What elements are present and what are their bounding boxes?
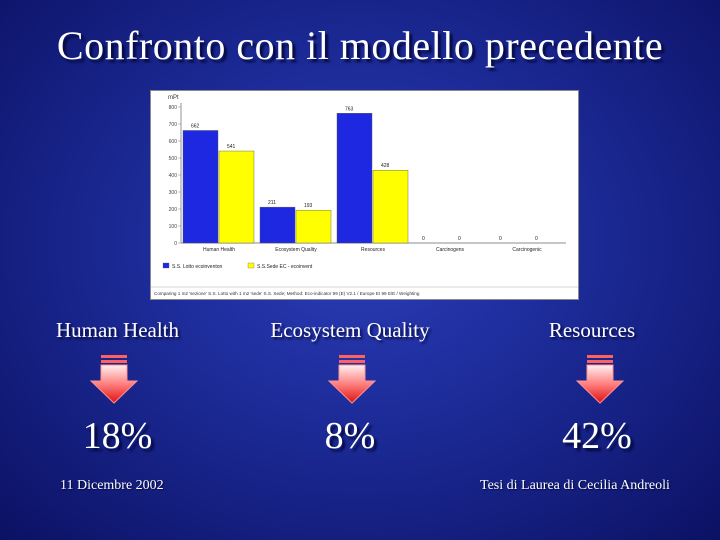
x-tick-label: Carcinogens <box>436 247 465 253</box>
legend-swatch <box>162 262 170 269</box>
bar-value-label: 0 <box>458 236 461 242</box>
bar <box>218 150 255 244</box>
bar-value-label: 0 <box>499 236 502 242</box>
legend-swatch <box>247 262 255 269</box>
x-tick-label: Ecosystem Quality <box>275 247 317 253</box>
bar <box>295 209 332 244</box>
bar <box>336 113 373 244</box>
bar <box>372 170 409 244</box>
bar-value-label: 763 <box>345 106 354 112</box>
bar-chart-frame: mPt 0 100 200 300 400 500 600 700 800 662 541 Human … <box>150 90 579 300</box>
y-tick-label: 600 <box>169 139 178 145</box>
y-tick-label: 200 <box>169 207 178 213</box>
bar-value-label: 193 <box>304 203 313 209</box>
comparison-percent-resources: 42% <box>562 415 632 457</box>
bar-value-label: 0 <box>422 236 425 242</box>
comparison-label-human-health: Human Health <box>55 318 180 342</box>
x-tick-label: Carcinogenic <box>512 247 542 253</box>
comparison-label-ecosystem-quality: Ecosystem Quality <box>270 318 430 342</box>
y-tick-label: 400 <box>169 173 178 179</box>
bar <box>182 130 219 244</box>
comparison-label-resources: Resources <box>548 318 636 342</box>
comparison-percent-human-health: 18% <box>82 415 153 457</box>
y-tick-label: 800 <box>169 105 178 111</box>
y-tick-label: 500 <box>169 156 178 162</box>
down-arrow-icon <box>576 355 624 404</box>
chart-caption: Comparing 1 m2 'sezione' S.S. Lotto with… <box>154 291 420 296</box>
footer-date: 11 Dicembre 2002 <box>60 478 164 493</box>
bar-value-label: 662 <box>191 123 200 129</box>
down-arrow-icon <box>328 355 376 404</box>
y-axis-label: mPt <box>168 95 179 101</box>
y-tick-label: 300 <box>169 190 178 196</box>
comparison-percent-ecosystem-quality: 8% <box>324 415 376 457</box>
footer-author: Tesi di Laurea di Cecilia Andreoli <box>480 478 670 493</box>
x-tick-label: Resources <box>361 247 385 253</box>
legend-label: S.S.Sede EC - ecoinvent <box>257 264 313 270</box>
bar-value-label: 428 <box>381 163 390 169</box>
legend-label: S.S. Lotto ecoinventon <box>172 264 223 270</box>
bar-value-label: 541 <box>227 144 236 150</box>
bar-chart: mPt 0 100 200 300 400 500 600 700 800 662 541 Human … <box>151 95 578 296</box>
x-tick-label: Human Health <box>203 247 235 253</box>
y-tick-label: 100 <box>169 224 178 230</box>
y-tick-label: 700 <box>169 122 178 128</box>
down-arrow-icon <box>90 355 138 404</box>
bar-value-label: 0 <box>535 236 538 242</box>
bar-value-label: 211 <box>268 200 276 206</box>
y-tick-label: 0 <box>174 241 177 247</box>
bar <box>259 206 296 244</box>
slide-title: Confronto con il modello precedente <box>56 23 664 68</box>
